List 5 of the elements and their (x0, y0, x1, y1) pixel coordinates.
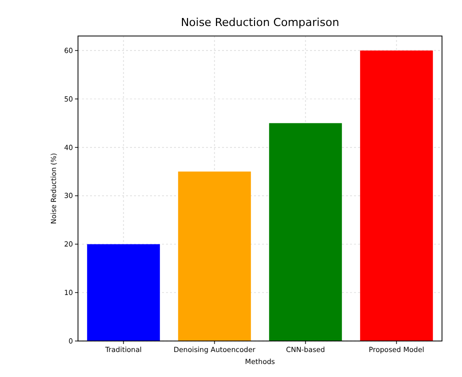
bar (87, 244, 160, 341)
chart-title: Noise Reduction Comparison (180, 16, 340, 29)
bar (269, 123, 342, 341)
bar (360, 50, 433, 341)
bar (178, 172, 251, 341)
